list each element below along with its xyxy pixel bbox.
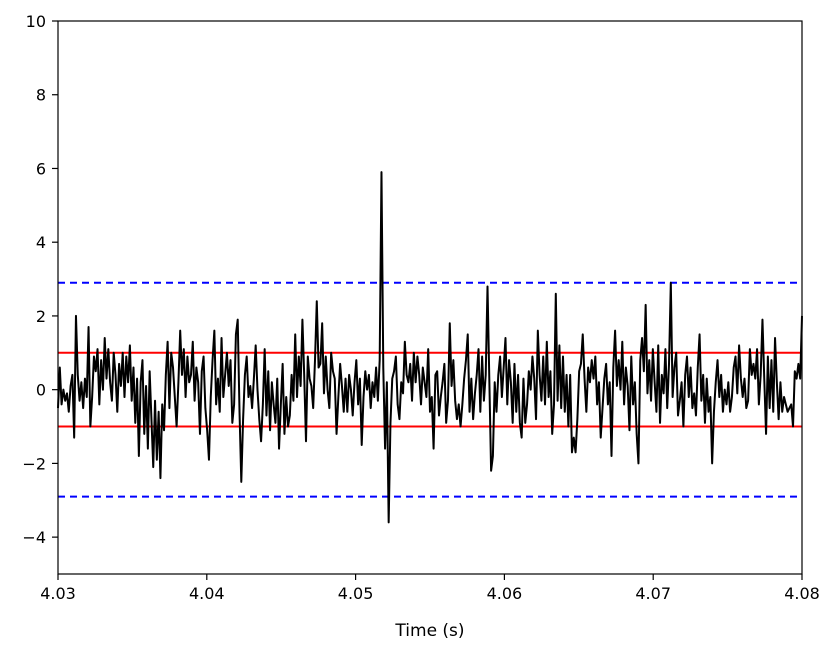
x-tick-label: 4.08	[784, 584, 820, 603]
y-tick-label: 4	[36, 233, 46, 252]
x-axis: 4.03 4.04 4.05 4.06 4.07 4.08	[40, 574, 820, 603]
x-tick-label: 4.03	[40, 584, 76, 603]
y-axis: −4 −2 0 2 4 6 8 10	[22, 12, 58, 547]
x-tick-label: 4.07	[635, 584, 671, 603]
y-tick-label: 10	[26, 12, 46, 31]
x-tick-label: 4.04	[189, 584, 225, 603]
x-tick-label: 4.06	[487, 584, 523, 603]
y-tick-label: −2	[22, 454, 46, 473]
y-tick-label: −4	[22, 528, 46, 547]
y-tick-label: 2	[36, 307, 46, 326]
x-axis-label: Time (s)	[394, 621, 464, 641]
y-tick-label: 0	[36, 381, 46, 400]
x-tick-label: 4.05	[338, 584, 374, 603]
y-tick-label: 8	[36, 86, 46, 105]
plot-frame	[57, 20, 803, 575]
y-tick-label: 6	[36, 159, 46, 178]
signal-line	[57, 171, 803, 524]
